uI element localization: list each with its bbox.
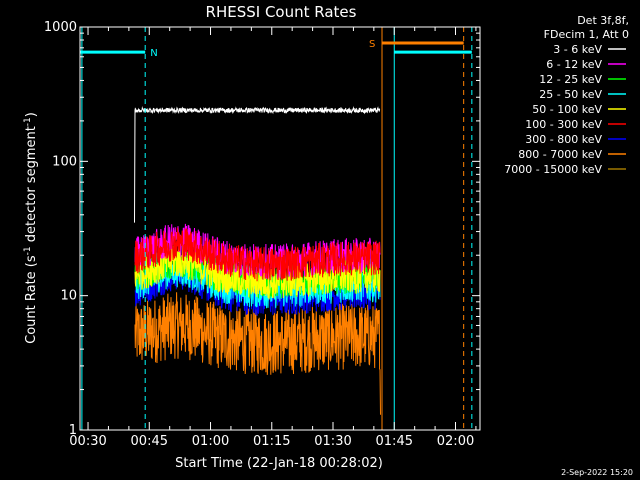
timestamp: 2-Sep-2022 15:20 — [561, 468, 633, 477]
plot-frame — [79, 26, 481, 431]
legend-label-8: 7000 - 15000 keV — [504, 163, 602, 176]
legend-label-6: 300 - 800 keV — [525, 133, 602, 146]
legend-label-0: 3 - 6 keV — [553, 43, 602, 56]
x-tick-label-2: 01:00 — [192, 434, 229, 449]
x-axis-label: Start Time (22-Jan-18 00:28:02) — [175, 456, 383, 471]
night-flag-label: N — [150, 48, 157, 59]
legend-header-line2: FDecim 1, Att 0 — [544, 28, 629, 41]
y-axis-label: Count Rate (s-1 detector segment-1) — [23, 112, 39, 344]
legend-label-3: 25 - 50 keV — [539, 88, 602, 101]
y-tick-label-2: 100 — [52, 154, 77, 169]
saa-flag-label: S — [369, 39, 375, 50]
y-axis-label-main: Count Rate (s — [24, 255, 39, 344]
x-tick-label-6: 02:00 — [437, 434, 474, 449]
legend-label-7: 800 - 7000 keV — [518, 148, 602, 161]
data-layer — [134, 106, 381, 415]
y-axis-label-sup2: -1 — [23, 117, 33, 126]
legend-label-5: 100 - 300 keV — [525, 118, 602, 131]
y-tick-label-1: 10 — [60, 289, 77, 304]
y-axis-label-mid: detector segment — [24, 126, 39, 246]
x-tick-label-4: 01:30 — [314, 434, 351, 449]
annotation-layer: NS — [80, 27, 473, 430]
x-tick-label-3: 01:15 — [253, 434, 290, 449]
y-axis-label-end: ) — [24, 112, 39, 117]
series-line-100-300-kev — [134, 227, 381, 282]
y-tick-label-0: 1 — [69, 423, 77, 438]
legend-header-line1: Det 3f,8f, — [577, 14, 629, 27]
series-line-3-6-kev — [134, 106, 381, 223]
legend: Det 3f,8f, FDecim 1, Att 0 3 - 6 keV 6 - … — [504, 14, 629, 176]
chart-title: RHESSI Count Rates — [206, 3, 357, 21]
legend-label-4: 50 - 100 keV — [532, 103, 602, 116]
x-tick-label-0: 00:30 — [69, 434, 106, 449]
y-tick-label-3: 1000 — [44, 20, 77, 35]
series-line-800-7000-kev — [134, 292, 381, 415]
legend-label-1: 6 - 12 keV — [546, 58, 602, 71]
x-tick-label-1: 00:45 — [131, 434, 168, 449]
legend-label-2: 12 - 25 keV — [539, 73, 602, 86]
y-axis-label-sup1: -1 — [23, 246, 33, 255]
axis-layer: 00:30 00:45 01:00 01:15 01:30 01:45 02:00 1 10 10… — [44, 20, 480, 449]
x-tick-label-5: 01:45 — [376, 434, 413, 449]
